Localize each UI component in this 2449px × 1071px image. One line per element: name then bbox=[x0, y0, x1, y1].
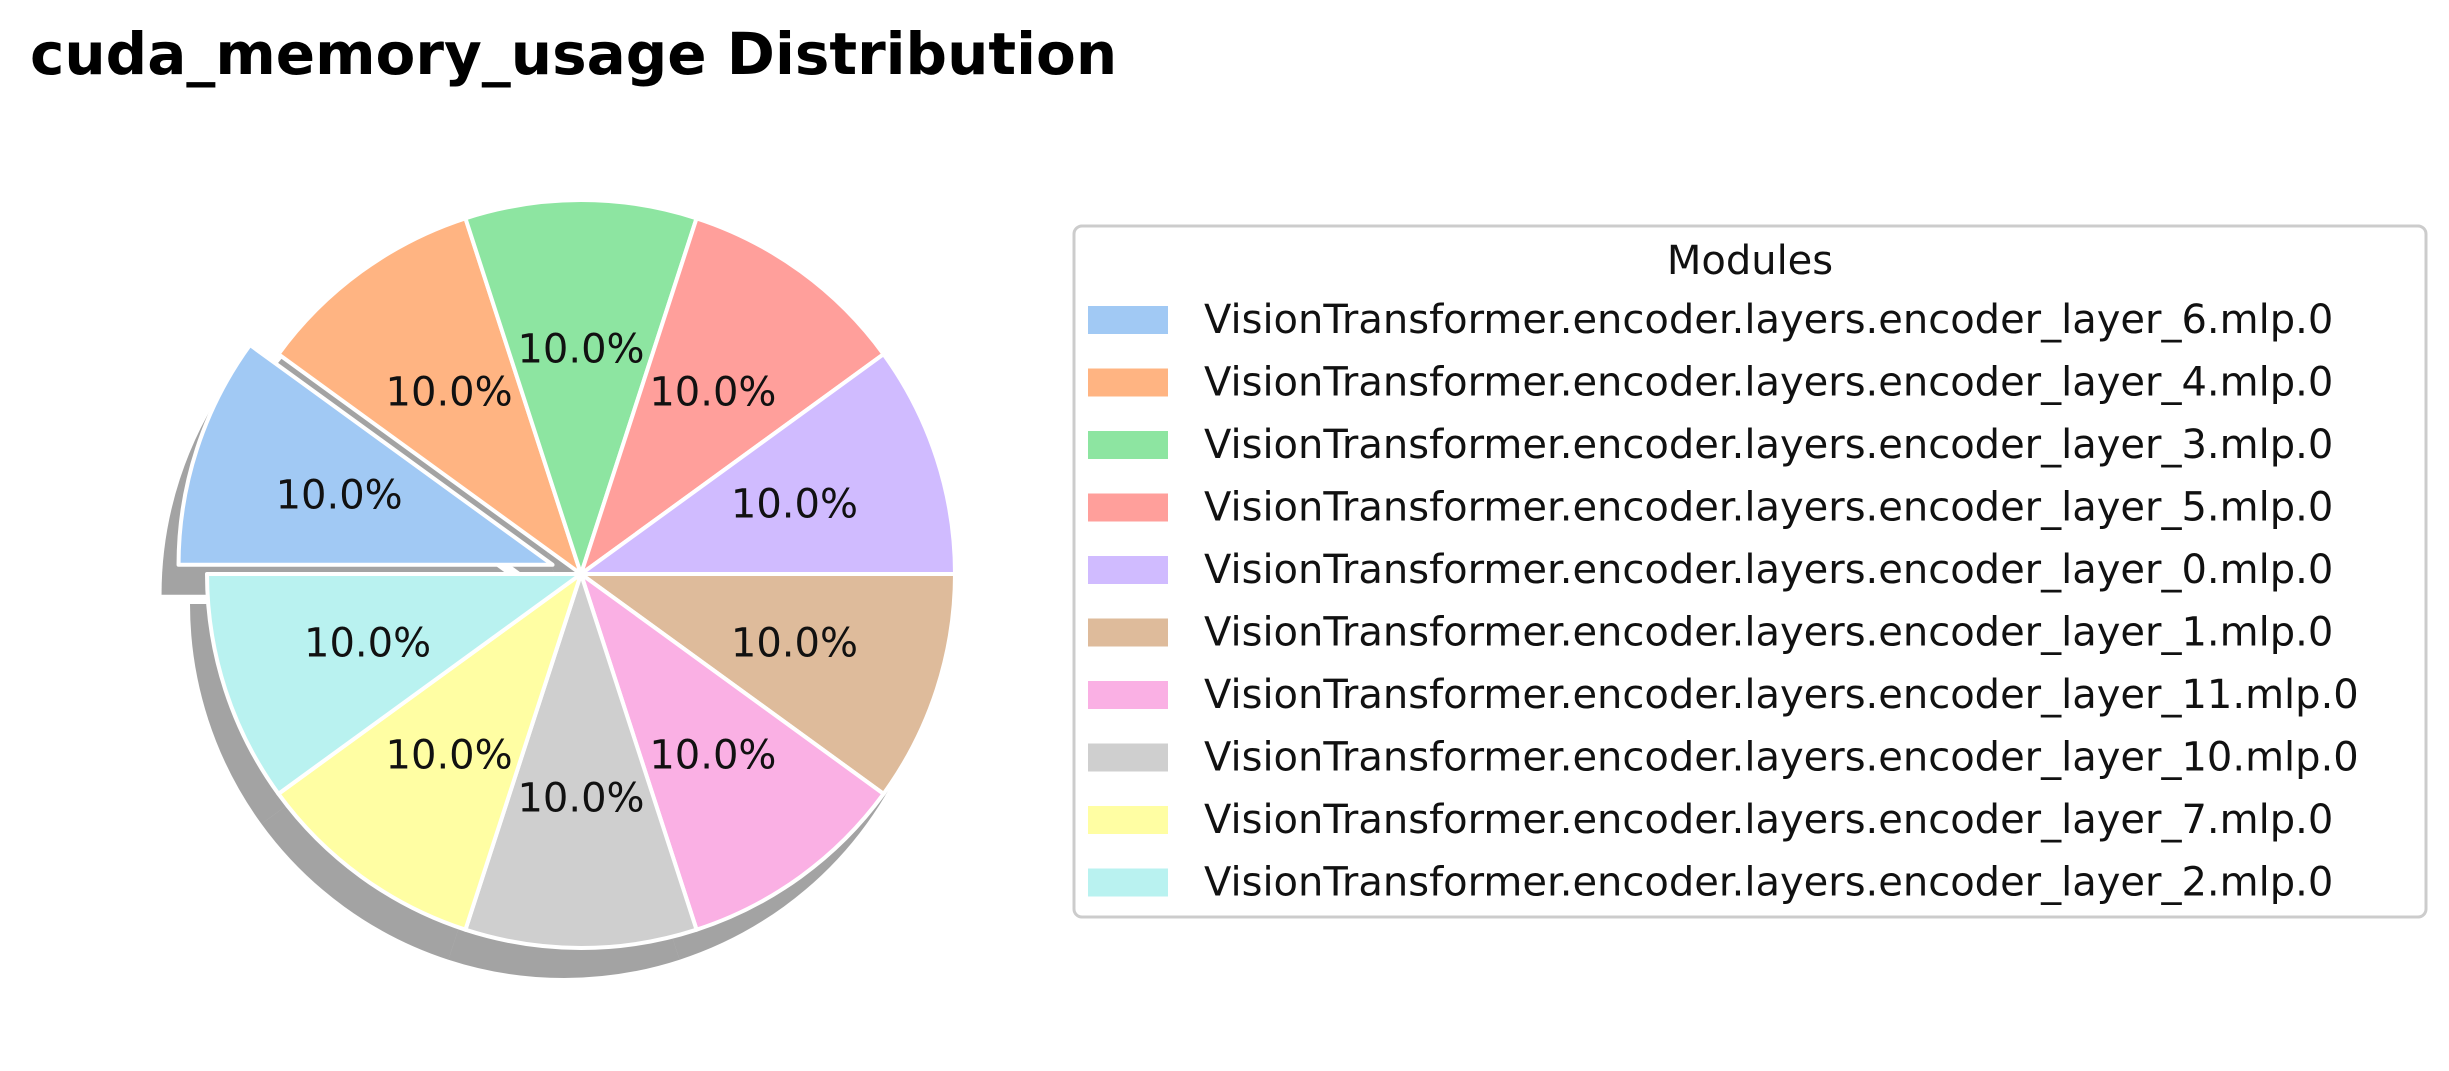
legend-swatch bbox=[1088, 368, 1168, 397]
legend-item: VisionTransformer.encoder.layers.encoder… bbox=[1088, 297, 2333, 343]
slice-percent-label: 10.0% bbox=[304, 620, 431, 666]
pie-slice bbox=[579, 572, 957, 796]
legend-label: VisionTransformer.encoder.layers.encoder… bbox=[1204, 360, 2333, 406]
legend-item: VisionTransformer.encoder.layers.encoder… bbox=[1088, 672, 2359, 718]
legend-item: VisionTransformer.encoder.layers.encoder… bbox=[1088, 860, 2333, 906]
slice-percent-label: 10.0% bbox=[517, 327, 644, 373]
legend-item: VisionTransformer.encoder.layers.encoder… bbox=[1088, 797, 2333, 843]
pie-slice bbox=[579, 216, 886, 576]
legend-label: VisionTransformer.encoder.layers.encoder… bbox=[1204, 672, 2359, 718]
pie-slice bbox=[463, 572, 699, 950]
legend-frame bbox=[1072, 224, 2428, 919]
slice-percent-label: 10.0% bbox=[517, 775, 644, 821]
legend-label: VisionTransformer.encoder.layers.encoder… bbox=[1204, 860, 2333, 906]
legend-label: VisionTransformer.encoder.layers.encoder… bbox=[1204, 610, 2333, 656]
legend-swatch bbox=[1088, 681, 1168, 709]
chart-title: cuda_memory_usage Distribution bbox=[30, 20, 1117, 88]
pie-slice bbox=[463, 198, 699, 576]
legend-item: VisionTransformer.encoder.layers.encoder… bbox=[1088, 485, 2333, 531]
slice-percent-label: 10.0% bbox=[649, 369, 776, 415]
pie-slice bbox=[276, 216, 583, 576]
legend-item: VisionTransformer.encoder.layers.encoder… bbox=[1088, 547, 2333, 593]
legend-swatch bbox=[1088, 743, 1168, 772]
legend-swatch bbox=[1088, 556, 1168, 584]
legend-item: VisionTransformer.encoder.layers.encoder… bbox=[1088, 360, 2333, 406]
slice-percent-label: 10.0% bbox=[276, 472, 403, 518]
pie-slice bbox=[579, 572, 886, 932]
legend-swatch bbox=[1088, 618, 1168, 647]
legend-swatch bbox=[1088, 306, 1168, 334]
legend-label: VisionTransformer.encoder.layers.encoder… bbox=[1204, 485, 2333, 531]
legend-label: VisionTransformer.encoder.layers.encoder… bbox=[1204, 547, 2333, 593]
legend-title: Modules bbox=[1667, 238, 1833, 284]
slice-percent-label: 10.0% bbox=[731, 482, 858, 528]
pie-slice bbox=[205, 572, 583, 796]
legend-label: VisionTransformer.encoder.layers.encoder… bbox=[1204, 422, 2333, 468]
slice-percent-label: 10.0% bbox=[731, 620, 858, 666]
legend: Modules VisionTransformer.encoder.layers… bbox=[1072, 224, 2428, 919]
legend-item: VisionTransformer.encoder.layers.encoder… bbox=[1088, 422, 2333, 468]
legend-swatch bbox=[1088, 431, 1168, 459]
pie-slice bbox=[579, 352, 957, 576]
legend-item: VisionTransformer.encoder.layers.encoder… bbox=[1088, 735, 2359, 781]
legend-item: VisionTransformer.encoder.layers.encoder… bbox=[1088, 610, 2333, 656]
pie-slices bbox=[176, 198, 957, 950]
legend-swatch bbox=[1088, 493, 1168, 522]
legend-label: VisionTransformer.encoder.layers.encoder… bbox=[1204, 297, 2333, 343]
pie-slice bbox=[176, 342, 555, 567]
legend-swatch bbox=[1088, 868, 1168, 897]
legend-label: VisionTransformer.encoder.layers.encoder… bbox=[1204, 797, 2333, 843]
slice-percent-label: 10.0% bbox=[386, 733, 513, 779]
slice-percent-label: 10.0% bbox=[386, 369, 513, 415]
pie-percent-labels: 10.0%10.0%10.0%10.0%10.0%10.0%10.0%10.0%… bbox=[276, 327, 858, 822]
pie-slice bbox=[276, 572, 583, 932]
legend-swatch bbox=[1088, 806, 1168, 834]
slice-percent-label: 10.0% bbox=[649, 733, 776, 779]
legend-label: VisionTransformer.encoder.layers.encoder… bbox=[1204, 735, 2359, 781]
